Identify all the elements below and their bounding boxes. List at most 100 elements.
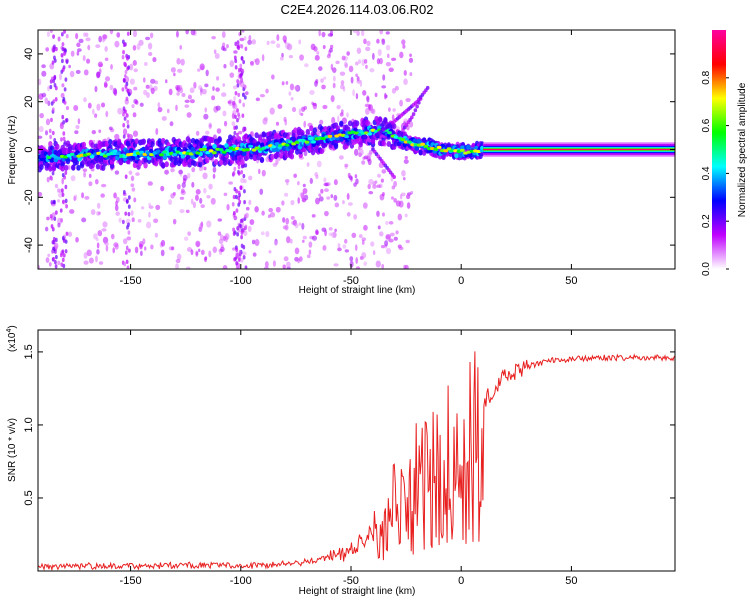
- heatmap-cell: [323, 177, 327, 183]
- heatmap-cell: [230, 151, 235, 157]
- heatmap-cell: [271, 147, 277, 153]
- heatmap-cell: [300, 112, 304, 116]
- heatmap-cell: [148, 202, 151, 207]
- heatmap-cell: [377, 116, 383, 123]
- heatmap-cell: [171, 246, 175, 251]
- heatmap-cell: [348, 65, 354, 73]
- heatmap-cell: [139, 243, 143, 250]
- heatmap-cell: [233, 50, 238, 54]
- heatmap-cell: [90, 209, 96, 216]
- heatmap-cell: [365, 119, 370, 126]
- heatmap-cell: [342, 244, 347, 249]
- colorbar-tick-label: 0.0: [701, 262, 712, 276]
- heatmap-cell: [62, 96, 66, 102]
- heatmap-cell: [67, 165, 71, 171]
- heatmap-cell: [155, 128, 159, 135]
- heatmap-cell: [244, 224, 248, 230]
- heatmap-cell: [459, 148, 465, 152]
- heatmap-cell: [236, 117, 239, 123]
- heatmap-cell: [351, 232, 357, 239]
- heatmap-cell: [97, 61, 103, 68]
- heatmap-cell: [397, 213, 403, 221]
- heatmap-cell: [212, 246, 218, 253]
- heatmap-cell: [276, 43, 281, 49]
- heatmap-cell: [51, 60, 55, 65]
- heatmap-cell: [51, 249, 54, 254]
- heatmap-cell: [81, 141, 87, 148]
- heatmap-cell: [82, 55, 86, 62]
- heatmap-cell: [152, 56, 157, 63]
- heatmap-cell: [468, 153, 473, 158]
- heatmap-cell: [369, 68, 375, 73]
- heatmap-cell: [152, 151, 158, 155]
- heatmap-cell: [233, 215, 238, 221]
- colorbar-tick-label: 0.2: [701, 214, 712, 228]
- heatmap-cell: [68, 64, 71, 69]
- heatmap-cell: [238, 249, 242, 255]
- heatmap-cell: [239, 218, 243, 224]
- heatmap-cell: [196, 241, 200, 248]
- heatmap-cell: [319, 119, 324, 125]
- heatmap-cell: [232, 194, 236, 200]
- heatmap-cell: [235, 189, 239, 194]
- heatmap-cell: [126, 31, 130, 36]
- heatmap-cell: [354, 131, 359, 135]
- heatmap-cell: [54, 183, 59, 189]
- heatmap-cell: [406, 202, 411, 209]
- heatmap-cell: [181, 182, 186, 189]
- heatmap-cell: [244, 265, 248, 269]
- heatmap-cell: [311, 140, 316, 144]
- heatmap-cell: [38, 264, 41, 269]
- heatmap-cell: [203, 166, 207, 171]
- heatmap-cell: [229, 72, 235, 78]
- heatmap-cell: [302, 183, 306, 188]
- heatmap-cell: [225, 148, 230, 153]
- heatmap-cell: [249, 61, 254, 65]
- heatmap-cell: [61, 199, 65, 205]
- heatmap-cell: [59, 208, 63, 213]
- spectrogram-y-ticks: -40 -20 0 20 40: [23, 48, 675, 253]
- heatmap-cell: [304, 194, 309, 201]
- heatmap-cell: [208, 122, 212, 130]
- heatmap-cell: [208, 250, 212, 258]
- heatmap-cell: [242, 255, 246, 260]
- snr-y-tick-label: 1.0: [23, 417, 35, 432]
- heatmap-cell: [116, 152, 121, 156]
- heatmap-cell: [83, 97, 87, 103]
- heatmap-cell: [76, 48, 82, 52]
- heatmap-cell: [217, 231, 222, 236]
- heatmap-cell: [290, 199, 295, 206]
- heatmap-cell: [211, 35, 216, 40]
- heatmap-cell: [306, 254, 311, 259]
- heatmap-cell: [88, 173, 92, 179]
- heatmap-cell: [122, 112, 125, 117]
- heatmap-cell: [330, 137, 336, 141]
- heatmap-cell: [150, 87, 155, 95]
- heatmap-cell: [176, 183, 181, 190]
- heatmap-cell: [126, 88, 130, 94]
- heatmap-cell: [109, 84, 114, 91]
- heatmap-cell: [331, 116, 336, 125]
- heatmap-cell: [385, 221, 389, 226]
- heatmap-cell: [269, 212, 276, 218]
- heatmap-cell: [284, 192, 289, 197]
- heatmap-cell: [205, 151, 211, 155]
- heatmap-cell: [204, 107, 208, 113]
- heatmap-cell: [285, 80, 289, 85]
- heatmap-cell: [126, 265, 130, 269]
- heatmap-cell: [219, 251, 223, 255]
- heatmap-cell: [168, 88, 173, 96]
- heatmap-cell: [61, 177, 64, 185]
- heatmap-cell: [321, 136, 326, 141]
- heatmap-cell: [53, 83, 57, 88]
- heatmap-cell: [114, 204, 119, 212]
- heatmap-cell: [401, 170, 406, 177]
- heatmap-cell: [179, 196, 185, 200]
- heatmap-cell: [355, 178, 359, 185]
- heatmap-cell: [249, 219, 255, 225]
- heatmap-cell: [322, 104, 328, 110]
- heatmap-cell: [418, 149, 423, 156]
- heatmap-cell: [96, 103, 101, 111]
- heatmap-cell: [370, 138, 376, 145]
- heatmap-cell: [254, 206, 259, 213]
